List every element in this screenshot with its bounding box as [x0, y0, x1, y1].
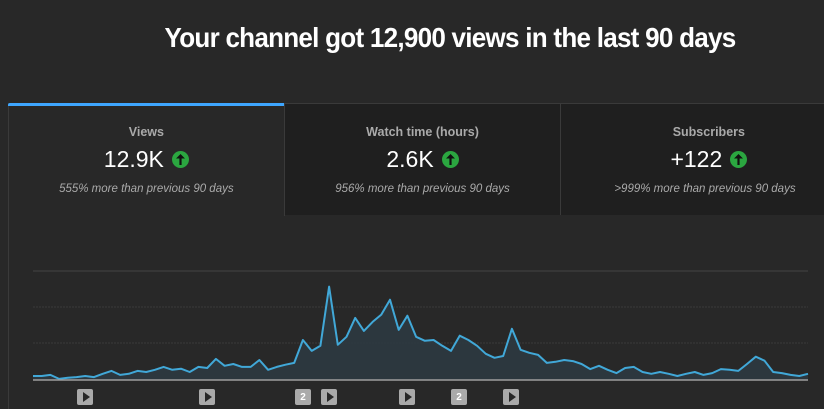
tab-value: 2.6K	[386, 146, 434, 172]
play-icon	[508, 392, 516, 402]
arrow-up-icon	[441, 151, 459, 168]
video-marker-play-icon[interactable]	[503, 389, 519, 405]
video-marker-play-icon[interactable]	[321, 389, 337, 405]
panel-border	[8, 215, 9, 409]
page-headline: Your channel got 12,900 views in the las…	[164, 22, 737, 53]
tab-comparison: 956% more than previous 90 days	[335, 183, 510, 195]
video-marker-count[interactable]: 2	[451, 389, 467, 405]
arrow-up-icon	[730, 151, 748, 168]
video-marker-play-icon[interactable]	[77, 389, 93, 405]
chart-line	[33, 285, 809, 380]
tab-comparison: >999% more than previous 90 days	[614, 183, 796, 195]
tab-label: Views	[128, 125, 164, 139]
tab-views[interactable]: Views 12.9K 555% more than previous 90 d…	[8, 103, 285, 216]
video-marker-count[interactable]: 2	[295, 389, 311, 405]
tab-value-row: +122	[561, 146, 824, 173]
play-icon	[204, 392, 212, 402]
tab-value-row: 2.6K	[285, 146, 561, 173]
tab-comparison: 555% more than previous 90 days	[59, 183, 234, 195]
play-icon	[404, 392, 412, 402]
video-marker-play-icon[interactable]	[199, 389, 215, 405]
tab-label: Subscribers	[672, 125, 745, 139]
tab-watch-time[interactable]: Watch time (hours) 2.6K 956% more than p…	[284, 104, 562, 215]
tab-subscribers[interactable]: Subscribers +122 >999% more than previou…	[561, 104, 824, 215]
video-marker-play-icon[interactable]	[399, 389, 415, 405]
views-chart[interactable]	[0, 215, 824, 409]
metric-tabs: Views 12.9K 555% more than previous 90 d…	[8, 103, 824, 216]
play-icon	[326, 392, 334, 402]
tab-value-row: 12.9K	[9, 146, 284, 173]
arrow-up-icon	[171, 151, 189, 168]
tab-value: +122	[670, 146, 723, 172]
play-icon	[82, 392, 90, 402]
tab-label: Watch time (hours)	[366, 125, 479, 139]
chart-area	[33, 286, 808, 380]
tab-value: 12.9K	[103, 146, 164, 172]
